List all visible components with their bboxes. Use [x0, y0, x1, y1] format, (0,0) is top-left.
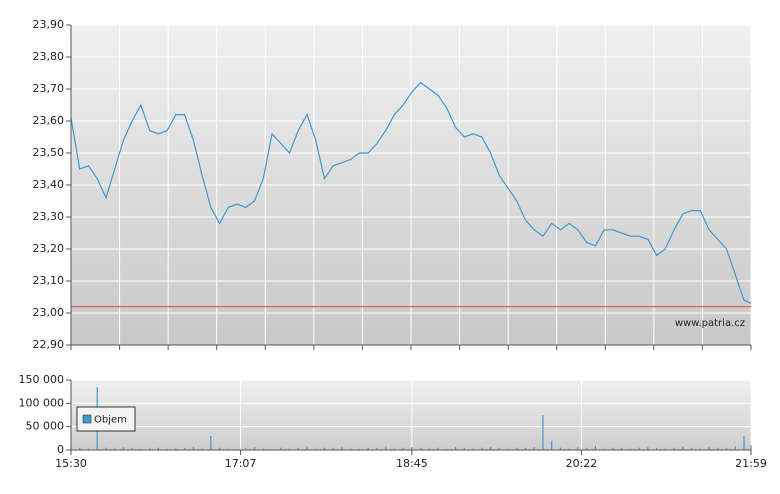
y-tick-label: 0: [57, 443, 64, 456]
x-tick-label: 18:45: [396, 457, 428, 470]
x-tick-label: 15:30: [55, 457, 87, 470]
y-tick-label: 23,50: [33, 146, 65, 159]
watermark: www.patria.cz: [675, 318, 745, 329]
legend-swatch: [82, 414, 92, 424]
y-tick-label: 23,70: [33, 82, 65, 95]
price-line: [70, 81, 752, 304]
volume-plot-area: [71, 380, 751, 450]
y-tick-label: 23,10: [33, 274, 65, 287]
legend-label: Objem: [94, 415, 127, 426]
y-tick-label: 50 000: [26, 420, 65, 433]
y-tick-label: 23,00: [33, 306, 65, 319]
y-tick-label: 23,20: [33, 242, 65, 255]
y-tick-label: 23,40: [33, 178, 65, 191]
y-tick-label: 23,30: [33, 210, 65, 223]
y-tick-label: 150 000: [19, 373, 65, 386]
x-tick-label: 17:07: [225, 457, 257, 470]
y-tick-label: 22,90: [33, 338, 65, 351]
x-tick-label: 20:22: [566, 457, 598, 470]
y-tick-label: 23,60: [33, 114, 65, 127]
y-tick-label: 100 000: [19, 396, 65, 409]
y-tick-label: 23,80: [33, 50, 65, 63]
y-tick-label: 23,90: [33, 18, 65, 31]
x-tick-label: 21:59: [735, 457, 767, 470]
